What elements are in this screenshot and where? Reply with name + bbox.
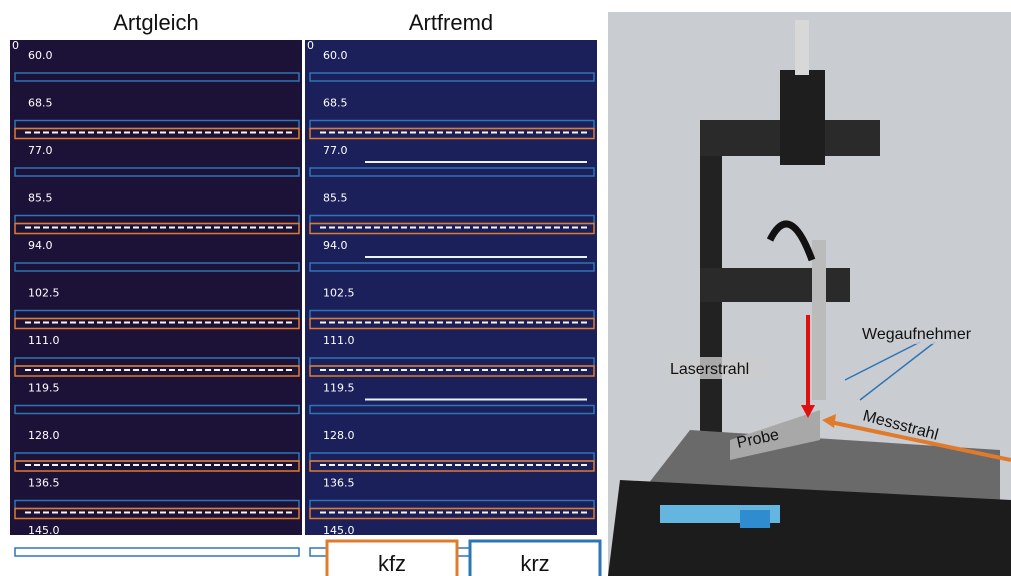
row-label: 111.0	[323, 334, 355, 347]
row-label: 145.0	[28, 524, 60, 537]
row-label: 136.5	[28, 477, 60, 490]
row-label: 94.0	[323, 239, 348, 252]
row-label: 136.5	[323, 477, 355, 490]
row-label: 77.0	[323, 144, 348, 157]
legend: kfz krz	[327, 541, 600, 576]
figure: Wegaufnehmer Laserstrahl Messstrahl Prob…	[0, 0, 1011, 576]
row-label: 85.5	[28, 192, 53, 205]
row-label: 128.0	[323, 429, 355, 442]
panel-corner: 0	[12, 39, 19, 52]
legend-label: krz	[520, 551, 549, 576]
panel-title: Artgleich	[113, 10, 199, 35]
laser-label: Laserstrahl	[670, 361, 749, 378]
row-label: 145.0	[323, 524, 355, 537]
row-label: 68.5	[28, 97, 53, 110]
panel-corner: 0	[307, 39, 314, 52]
row-label: 102.5	[323, 287, 355, 300]
row-label: 77.0	[28, 144, 53, 157]
sensor-label: Wegaufnehmer	[862, 326, 972, 343]
row-label: 111.0	[28, 334, 60, 347]
row-label: 128.0	[28, 429, 60, 442]
panels: Artgleich 0 60.0 68.5 77.0 85.5 94.0 102.5 111.0…	[10, 10, 597, 556]
row-label: 60.0	[28, 49, 53, 62]
row-label: 60.0	[323, 49, 348, 62]
row-label: 85.5	[323, 192, 348, 205]
row-label: 119.5	[323, 382, 355, 395]
krz-band	[15, 548, 299, 556]
panel-title: Artfremd	[409, 10, 493, 35]
legend-label: kfz	[378, 551, 406, 576]
row-label: 119.5	[28, 382, 60, 395]
row-label: 94.0	[28, 239, 53, 252]
row-label: 102.5	[28, 287, 60, 300]
row-label: 68.5	[323, 97, 348, 110]
